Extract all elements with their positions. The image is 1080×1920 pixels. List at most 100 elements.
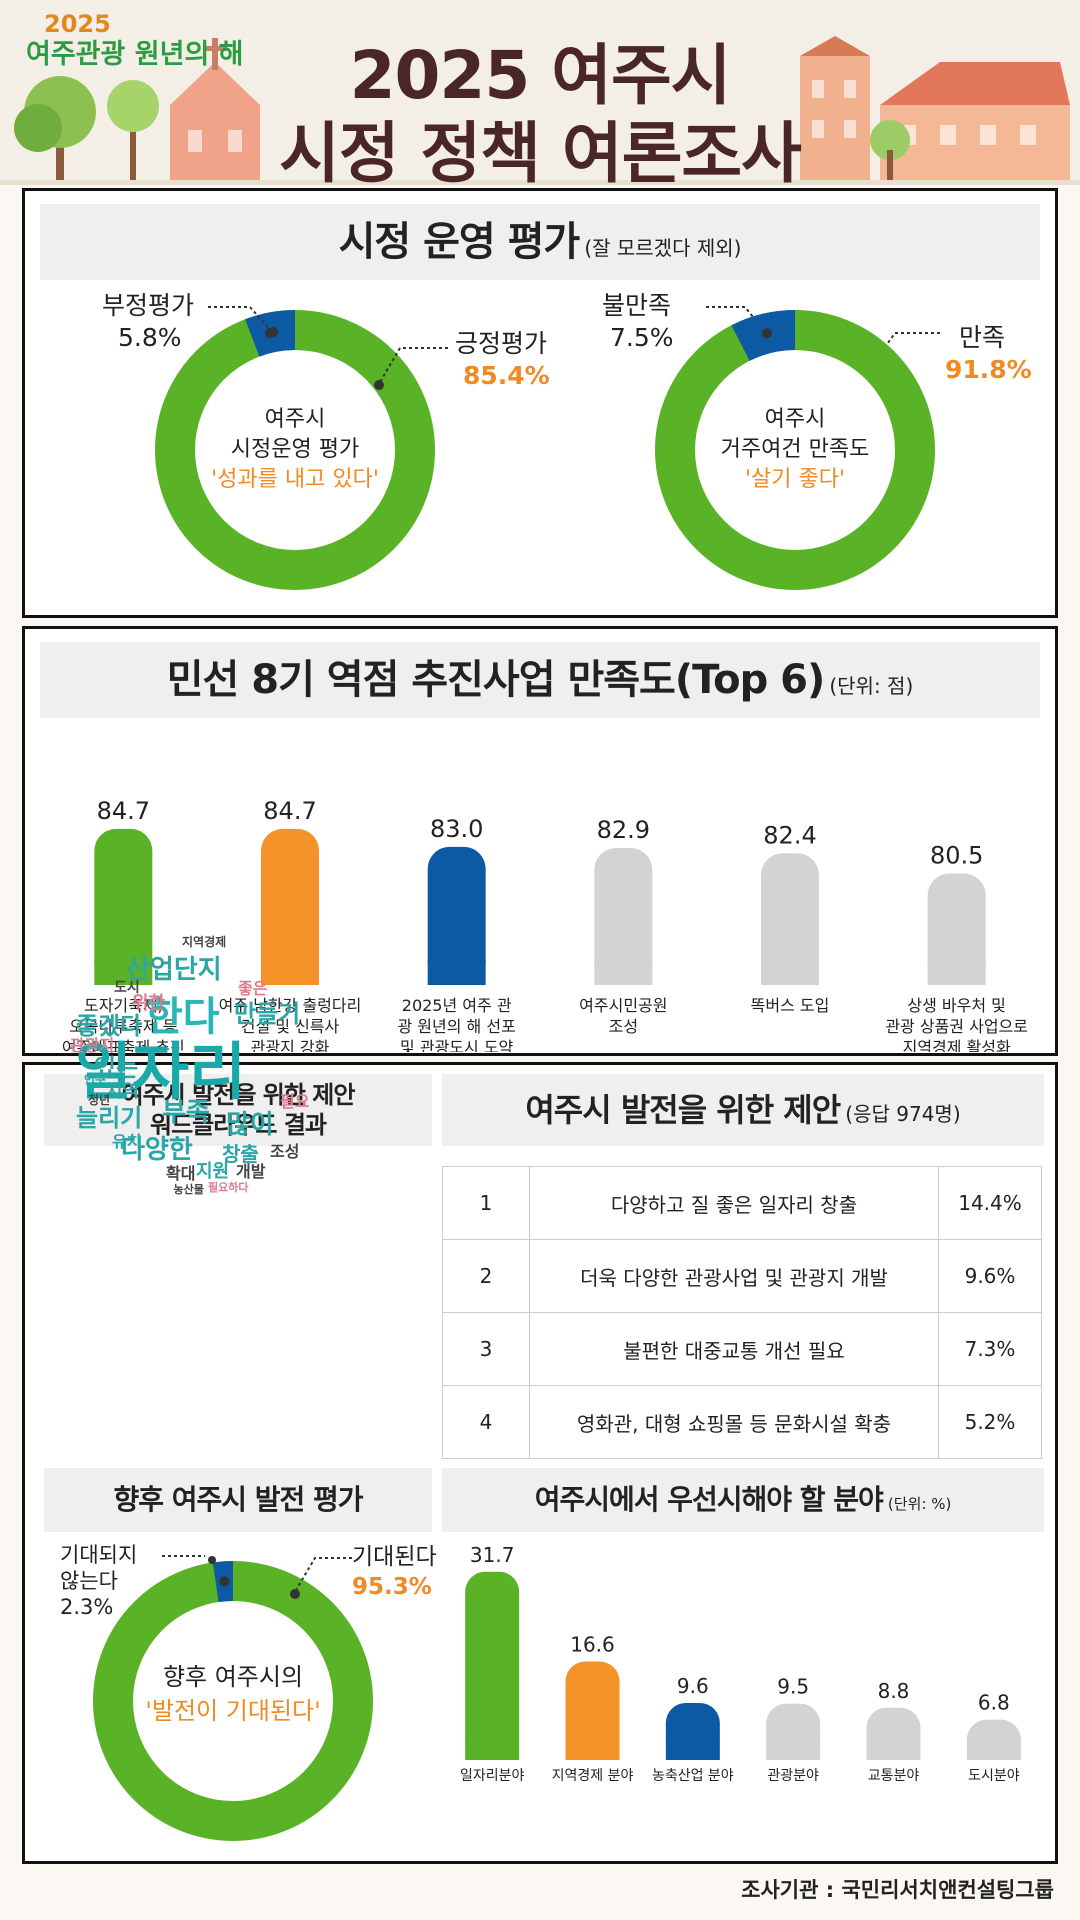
project-bar-label: 조성 xyxy=(609,1017,638,1036)
priority-bar-value: 6.8 xyxy=(978,1691,1010,1715)
donut2-neg-value: 7.5% xyxy=(610,323,674,352)
wordcloud-word: 좋은 xyxy=(238,979,268,999)
priority-bar-label: 지역경제 분야 xyxy=(552,1768,634,1784)
project-bar-label: 여주대표축제 추진 xyxy=(62,1038,185,1052)
logo-text: 여주관광 원년의 해 xyxy=(26,39,244,70)
priority-bar-label: 도시분야 xyxy=(968,1768,1020,1784)
wordcloud-word: 청년 xyxy=(88,1092,111,1107)
section1-header: 시정 운영 평가 (잘 모르겠다 제외) xyxy=(40,204,1040,280)
priority-title: 여주시에서 우선시해야 할 분야 xyxy=(534,1483,884,1516)
priority-bar xyxy=(565,1661,620,1760)
project-bar-value: 84.7 xyxy=(263,797,316,825)
wordcloud-word: 관광지 xyxy=(70,1036,115,1056)
wordcloud-word: 개발 xyxy=(236,1162,266,1182)
donut-chart-3 xyxy=(93,1561,373,1841)
proposal-note: (응답 974명) xyxy=(845,1102,961,1126)
priority-bar-value: 16.6 xyxy=(570,1632,615,1656)
priority-bar-label: 농축산업 분야 xyxy=(652,1768,734,1784)
section2-title: 민선 8기 역점 추진사업 만족도(Top 6) xyxy=(166,657,826,703)
priority-bar-value: 31.7 xyxy=(470,1543,515,1567)
word-cloud: 일자리 한다 산업단지 만들기 좋겠다 있는 위한 관광지 늘리기 부족 많이 다양한 지역 창출 조성 지원… xyxy=(0,0,309,1197)
section2-note: (단위: 점) xyxy=(829,674,914,698)
proposal-text: 더욱 다양한 관광사업 및 관광지 개발 xyxy=(529,1239,939,1313)
priority-bar-value: 8.8 xyxy=(878,1679,910,1703)
donut2-center: 여주시 거주여건 만족도 '살기 좋다' xyxy=(695,405,895,495)
project-bar-label: 2025년 여주 관 xyxy=(402,996,512,1015)
donut3-center-line1: 향후 여주시의 xyxy=(162,1663,304,1691)
wordcloud-word: 유치 xyxy=(112,1132,142,1152)
donut3-pos-value: 95.3% xyxy=(352,1574,432,1600)
donut2-center-line3: '살기 좋다' xyxy=(744,467,846,492)
table-row: 2 더욱 다양한 관광사업 및 관광지 개발 9.6% xyxy=(442,1239,1042,1313)
priority-bar-value: 9.5 xyxy=(777,1675,809,1699)
donut3-neg-text2: 않는다 xyxy=(60,1569,118,1593)
project-bar xyxy=(94,828,153,985)
logo-year: 2025 xyxy=(44,10,111,38)
project-bar-value: 82.4 xyxy=(763,821,816,849)
project-bar-label: 관광 상품권 사업으로 xyxy=(885,1017,1028,1036)
footer-source: 조사기관 : 국민리서치앤컨설팅그룹 xyxy=(741,1878,1054,1902)
donut1-pos-value: 85.4% xyxy=(463,361,550,390)
donut2-marker xyxy=(761,328,772,339)
donut1-center: 여주시 시정운영 평가 '성과를 내고 있다' xyxy=(195,405,395,495)
donut1-neg-text: 부정평가 xyxy=(102,291,195,320)
proposal-text: 다양하고 질 좋은 일자리 창출 xyxy=(529,1166,939,1240)
proposal-header: 여주시 발전을 위한 제안 (응답 974명) xyxy=(442,1074,1044,1146)
wordcloud-title-line1: 여주시 발전을 위한 제안 xyxy=(121,1081,356,1109)
project-bar-value: 84.7 xyxy=(97,797,150,825)
donut3-pos-label: 기대된다 95.3% xyxy=(352,1542,437,1602)
project-bar-value: 80.5 xyxy=(930,841,983,869)
project-bar-label: 건설 및 신륵사 xyxy=(241,1017,340,1036)
project-bar xyxy=(427,846,486,985)
project-bar-label: 여주시민공원 xyxy=(579,996,667,1015)
priority-bar-label: 교통분야 xyxy=(868,1768,920,1784)
donut3-pos-text: 기대된다 xyxy=(352,1544,437,1570)
donut2-pos-value: 91.8% xyxy=(945,355,1032,384)
wordcloud-title-line2: 워드클라우드 결과 xyxy=(150,1111,327,1139)
donut3-neg-label: 기대되지 않는다 2.3% xyxy=(60,1542,137,1620)
header-illustration xyxy=(0,36,1080,185)
project-bar-label: 상생 바우처 및 xyxy=(907,996,1006,1015)
project-bar xyxy=(594,847,653,985)
table-row: 1 다양하고 질 좋은 일자리 창출 14.4% xyxy=(442,1166,1042,1240)
wordcloud-word: 좋겠다 xyxy=(76,1011,143,1040)
wordcloud-word: 만들기 xyxy=(234,999,301,1028)
donut1-pos-label: 긍정평가 85.4% xyxy=(455,328,550,392)
wordcloud-word: 확대 xyxy=(166,1164,196,1184)
wordcloud-word: 있는 xyxy=(94,1053,139,1082)
donut3-center-line2: '발전이 기대된다' xyxy=(145,1697,321,1725)
donut1-neg-label: 부정평가 5.8% xyxy=(102,290,194,354)
project-bar-value: 83.0 xyxy=(430,815,483,843)
wordcloud-header: 여주시 발전을 위한 제안 워드클라우드 결과 xyxy=(44,1074,432,1146)
donut1-center-line2: 시정운영 평가 xyxy=(230,437,360,462)
donut2-pos-text: 만족 xyxy=(959,323,1006,352)
proposal-title: 여주시 발전을 위한 제안 xyxy=(525,1091,841,1129)
donut-chart-2 xyxy=(655,310,935,590)
donut3-neg-text1: 기대되지 xyxy=(60,1543,138,1567)
wordcloud-word: 부족 xyxy=(162,1098,210,1129)
section1-title: 시정 운영 평가 xyxy=(338,219,581,265)
header-banner: 2025 여주관광 원년의 해 2025 여주시 시정 정책 여론조사 xyxy=(0,0,1080,185)
project-bar-label: 지역경제 활성화 xyxy=(903,1038,1011,1052)
donut2-pos-label: 만족 91.8% xyxy=(945,322,1032,386)
donut3-center: 향후 여주시의 '발전이 기대된다' xyxy=(123,1660,343,1728)
donut3-slice-positive xyxy=(93,1561,373,1841)
priority-header: 여주시에서 우선시해야 할 분야 (단위: %) xyxy=(442,1468,1044,1532)
donut2-neg-label: 불만족 7.5% xyxy=(602,290,674,354)
project-bar-label: 광 원년의 해 선포 xyxy=(398,1017,516,1036)
page-title-line1: 2025 여주시 xyxy=(349,37,732,114)
future-title: 향후 여주시 발전 평가 xyxy=(113,1483,363,1516)
wordcloud-word: 늘리기 xyxy=(76,1103,143,1132)
donut3-neg-value: 2.3% xyxy=(60,1595,114,1619)
wordcloud-word: 다양한 xyxy=(121,1135,193,1166)
proposal-table: 1 다양하고 질 좋은 일자리 창출 14.4% 2 더욱 다양한 관광사업 및… xyxy=(442,1166,1042,1459)
donut1-center-line3: '성과를 내고 있다' xyxy=(211,467,379,492)
project-bar-label: 및 관광도시 도약 xyxy=(400,1038,513,1052)
proposal-pct: 5.2% xyxy=(938,1385,1042,1459)
project-bar-label: 관광지 강화 xyxy=(251,1038,330,1052)
proposal-rank: 4 xyxy=(442,1385,530,1459)
wordcloud-word: 산업단지 xyxy=(126,955,222,986)
proposal-text: 불편한 대중교통 개선 필요 xyxy=(529,1312,939,1386)
donut2-center-line2: 거주여건 만족도 xyxy=(720,437,870,462)
